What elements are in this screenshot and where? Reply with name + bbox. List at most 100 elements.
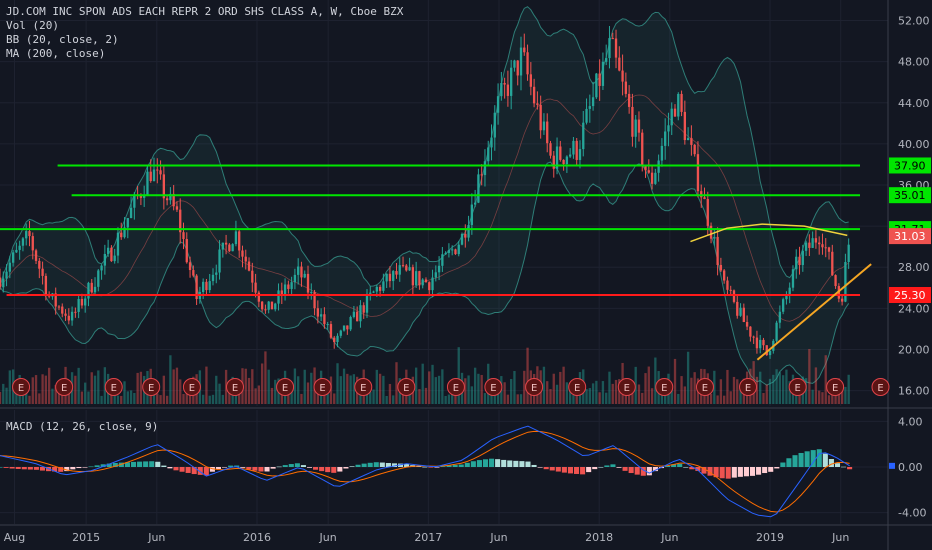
volume-bar <box>221 394 224 404</box>
candle <box>372 291 375 293</box>
earnings-marker-icon[interactable] <box>446 378 465 396</box>
volume-bar <box>673 358 677 404</box>
candle <box>264 309 267 311</box>
macd-histogram-bar <box>0 467 3 468</box>
macd-histogram-bar <box>64 467 70 472</box>
macd-histogram-bar <box>671 464 677 467</box>
bollinger-band-fill <box>0 6 849 386</box>
earnings-marker-icon[interactable] <box>55 378 74 396</box>
macd-histogram-bar <box>155 461 161 467</box>
candle <box>690 138 693 145</box>
candle <box>378 286 382 291</box>
earnings-marker-icon[interactable] <box>182 378 201 396</box>
macd-histogram-bar <box>325 467 331 473</box>
level-price-tag <box>889 157 931 174</box>
macd-histogram-bar <box>76 467 82 469</box>
earnings-marker-icon[interactable] <box>568 378 587 396</box>
macd-histogram-bar <box>185 467 191 473</box>
volume-bar <box>87 391 90 404</box>
candle <box>650 172 654 184</box>
volume-bar <box>274 379 277 404</box>
macd-histogram-bar <box>701 467 707 474</box>
macd-histogram-bar <box>313 467 319 470</box>
candle <box>165 198 169 201</box>
candle <box>159 170 162 175</box>
earnings-marker-icon[interactable] <box>225 378 244 396</box>
volume-bar <box>467 375 470 404</box>
earnings-marker-icon[interactable] <box>739 378 758 396</box>
volume-bar <box>772 374 775 404</box>
volume-indicator-label[interactable]: Vol (20) <box>6 19 59 32</box>
earnings-marker-icon[interactable] <box>354 378 373 396</box>
earnings-marker-icon[interactable] <box>617 378 636 396</box>
macd-histogram-bar <box>82 467 88 468</box>
volume-bar <box>670 384 673 404</box>
volume-bar <box>834 394 837 404</box>
candle <box>18 245 21 250</box>
earnings-marker-icon[interactable] <box>12 378 31 396</box>
volume-bar <box>333 393 336 404</box>
candle <box>542 121 546 131</box>
volume-bar <box>614 379 618 404</box>
macd-histogram-bar <box>592 467 598 470</box>
level-price-tag <box>889 286 931 303</box>
candle <box>388 273 392 282</box>
macd-histogram-bar <box>774 467 780 469</box>
macd-value-tag <box>889 462 895 469</box>
volume-bar <box>719 379 723 404</box>
volume-bar <box>785 369 788 404</box>
ma-indicator-label[interactable]: MA (200, close) <box>6 47 106 60</box>
earnings-marker-icon[interactable] <box>826 378 845 396</box>
macd-histogram-bar <box>282 465 288 467</box>
earnings-marker-icon[interactable] <box>695 378 714 396</box>
volume-bar <box>441 369 444 404</box>
candle <box>300 266 303 278</box>
earnings-marker-label: E <box>360 383 366 394</box>
volume-bar <box>650 388 654 404</box>
trend-line[interactable] <box>756 263 872 361</box>
candle <box>238 231 241 251</box>
candle <box>647 170 650 173</box>
macd-histogram-bar <box>21 467 27 470</box>
earnings-marker-icon[interactable] <box>276 378 295 396</box>
volume-bar <box>457 347 460 404</box>
macd-histogram-bar <box>470 461 476 467</box>
volume-bar <box>608 371 611 404</box>
candle <box>631 106 634 137</box>
candle <box>709 225 713 239</box>
candle <box>526 52 529 75</box>
candle <box>234 231 238 245</box>
earnings-marker-icon[interactable] <box>484 378 503 396</box>
candle <box>585 108 588 123</box>
earnings-marker-icon[interactable] <box>788 378 807 396</box>
volume-bar <box>211 394 215 404</box>
candle <box>303 273 306 278</box>
time-tick-label: 2016 <box>243 531 271 544</box>
earnings-marker-icon[interactable] <box>142 378 161 396</box>
candle <box>493 112 496 138</box>
volume-bar <box>585 388 588 404</box>
macd-histogram-bar <box>828 459 834 467</box>
volume-bar <box>254 388 257 404</box>
earnings-marker-icon[interactable] <box>397 378 416 396</box>
candle <box>103 253 107 266</box>
candle <box>660 145 664 161</box>
earnings-marker-label: E <box>877 383 883 394</box>
macd-indicator-label[interactable]: MACD (12, 26, close, 9) <box>6 420 159 433</box>
time-tick-label: Jun <box>147 531 165 544</box>
earnings-marker-icon[interactable] <box>655 378 674 396</box>
volume-bar <box>228 385 231 404</box>
candle <box>290 282 293 289</box>
macd-histogram-bar <box>762 467 768 474</box>
bollinger-indicator-label[interactable]: BB (20, close, 2) <box>6 33 119 46</box>
candle <box>244 256 247 262</box>
earnings-marker-icon[interactable] <box>104 378 123 396</box>
volume-bar <box>729 391 732 404</box>
candle <box>293 274 297 283</box>
earnings-marker-icon[interactable] <box>525 378 544 396</box>
earnings-marker-icon[interactable] <box>313 378 332 396</box>
earnings-marker-icon[interactable] <box>871 378 890 396</box>
candle <box>241 250 244 257</box>
candle <box>336 335 339 343</box>
